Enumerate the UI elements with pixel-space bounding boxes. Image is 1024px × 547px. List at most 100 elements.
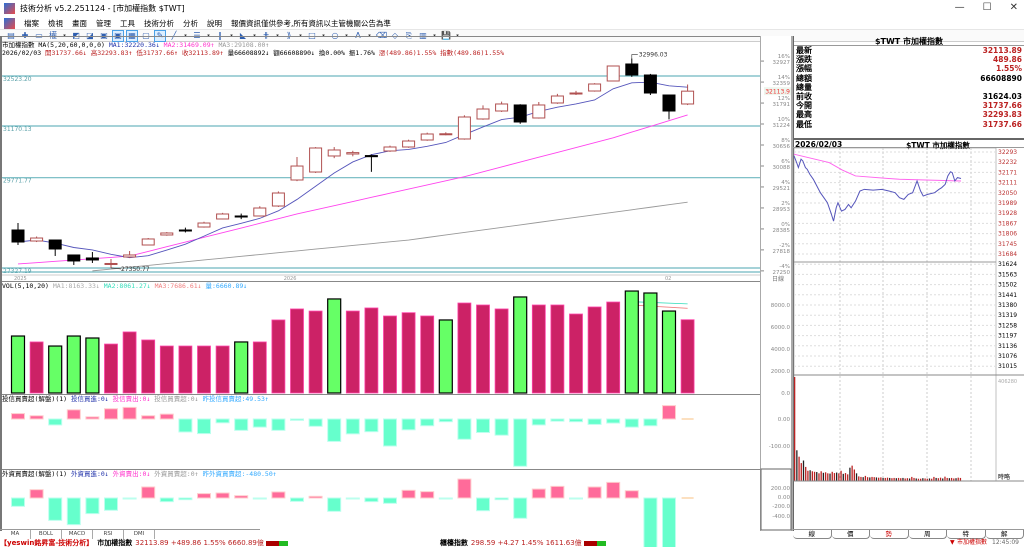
arrow-icon[interactable]: ▾ <box>322 32 325 39</box>
intraday-volume-bar <box>926 478 928 481</box>
save-icon[interactable]: 💾 <box>441 30 451 40</box>
arrow-icon[interactable]: ▾ <box>207 32 210 39</box>
vol-ma2-line <box>631 301 688 305</box>
chart1-icon[interactable]: ▣ <box>100 30 108 40</box>
indicator-tabs: MA BOLL MACD RSI DMI <box>0 529 260 539</box>
arrow-icon[interactable]: ▾ <box>299 32 302 39</box>
crosshair-icon[interactable]: ✚ <box>21 30 29 40</box>
volume-bar-down <box>438 319 453 394</box>
intraday-volume-bar <box>805 466 807 481</box>
tab-macd[interactable]: MACD <box>62 530 93 539</box>
price-axis[interactable] <box>760 36 793 531</box>
status-index2-name: 櫃檯指數 <box>439 539 468 547</box>
close-button[interactable]: ✕ <box>1009 2 1018 13</box>
fibonacci-icon[interactable]: ☰ <box>193 30 201 40</box>
view-tab[interactable]: 線 <box>793 530 832 539</box>
parallel-lines-icon[interactable]: ‖ <box>218 30 222 40</box>
status-index2-bar <box>583 540 606 546</box>
foreign-bar-sell <box>364 497 379 503</box>
copy-icon[interactable]: ⎘ <box>405 30 413 40</box>
menu-item-7[interactable]: 說明 <box>207 18 222 28</box>
candle-down <box>178 229 192 232</box>
window-icon[interactable]: ▢ <box>142 30 150 40</box>
fan-icon[interactable]: ◣ <box>239 30 247 40</box>
tab-dmi[interactable]: DMI <box>124 530 155 539</box>
menu-item-2[interactable]: 畫面 <box>72 18 87 28</box>
draw-cursor-icon[interactable]: ✎ <box>154 29 166 42</box>
text-icon[interactable]: A <box>355 30 361 40</box>
intraday-volume-bar <box>897 477 900 481</box>
intraday-volume-bar <box>942 478 944 481</box>
current-price-bg <box>764 87 791 96</box>
menu-item-8[interactable]: 報價資訊僅供參考,所有資訊以主管機關公告為準 <box>231 18 391 28</box>
axis-price-label: 31224 <box>773 123 791 129</box>
menu-item-0[interactable]: 檔案 <box>24 18 39 28</box>
arrow-icon[interactable]: ▾ <box>433 32 436 39</box>
minimize-button[interactable]: — <box>954 2 965 13</box>
intraday-volume-bar <box>955 478 957 481</box>
arrow-icon[interactable]: ▾ <box>63 32 66 39</box>
menu-item-5[interactable]: 技術分析 <box>144 18 174 28</box>
maximize-button[interactable]: ☐ <box>982 2 992 13</box>
intraday-volume-bar <box>811 471 813 481</box>
divider-volume <box>2 281 760 282</box>
intraday-volume-bar <box>893 477 895 481</box>
candle-up <box>197 222 211 228</box>
gann-icon[interactable]: ⋕ <box>262 30 270 40</box>
candle-up <box>383 146 397 152</box>
intraday-volume-bar <box>908 478 911 481</box>
menu-item-4[interactable]: 工具 <box>120 18 135 28</box>
arrow-icon[interactable]: ▾ <box>345 32 348 39</box>
chart2-icon[interactable]: ▣ <box>112 29 124 42</box>
color-bars-icon[interactable]: ◩ <box>72 30 80 40</box>
line-icon[interactable]: ╱ <box>171 30 177 40</box>
tab-boll[interactable]: BOLL <box>31 530 62 539</box>
intraday-volume-bar <box>824 472 827 481</box>
intraday-volume-bar <box>875 477 878 481</box>
tab-ma[interactable]: MA <box>0 530 31 539</box>
arrow-icon[interactable]: ▾ <box>184 32 187 39</box>
arrow-icon[interactable]: ▾ <box>456 32 459 39</box>
rights-icon[interactable]: 權 <box>49 30 57 40</box>
ellipse-icon[interactable]: ○ <box>331 30 339 40</box>
app-menu-icon[interactable] <box>4 17 15 29</box>
arrow-icon[interactable]: ▾ <box>253 32 256 39</box>
tray-icon[interactable]: ▼ <box>950 539 955 546</box>
view-tab[interactable]: 價 <box>831 530 870 539</box>
palette-icon[interactable]: ▥ <box>419 30 427 40</box>
overlay-icon[interactable]: ▭ <box>35 30 43 40</box>
view-tabs: 線價勢周特解 <box>793 529 1024 539</box>
menu-item-3[interactable]: 管理 <box>96 18 111 28</box>
view-tab[interactable]: 特 <box>947 530 986 539</box>
header-field: 投信買進:0↓ <box>70 395 113 403</box>
trust-bar-sell <box>364 418 379 433</box>
chart-type-icon[interactable]: ▤ <box>7 30 15 40</box>
arrow-icon[interactable]: ▾ <box>368 32 371 39</box>
candle-up <box>253 207 267 217</box>
pattern-icon[interactable]: ⟫ <box>286 30 292 40</box>
intraday-volume-bar <box>794 377 796 481</box>
intraday-volume-bar <box>851 465 853 481</box>
view-tab[interactable]: 勢 <box>870 530 909 539</box>
intraday-volume-bar <box>833 473 836 481</box>
delete-drawing-icon[interactable]: ⌫ <box>376 30 388 40</box>
volume-bar-up <box>401 312 416 394</box>
arrow-icon[interactable]: ▾ <box>230 32 233 39</box>
menu-item-6[interactable]: 分析 <box>183 18 198 28</box>
menu-item-1[interactable]: 檢視 <box>48 18 63 28</box>
volume-bar-up <box>457 302 472 394</box>
tab-rsi[interactable]: RSI <box>93 530 124 539</box>
rectangle-icon[interactable]: □ <box>308 30 316 40</box>
candle-down <box>364 155 378 158</box>
intraday-axis-label: 31136 <box>998 343 1017 350</box>
compare-icon[interactable]: ◪ <box>86 30 94 40</box>
intraday-volume-bar <box>847 474 849 481</box>
chart3-icon[interactable]: ▦ <box>126 29 138 42</box>
intraday-header: 2026/02/03 $TWT 市加權指數 <box>793 138 1024 150</box>
arrow-icon[interactable]: ▾ <box>276 32 279 39</box>
foreign-bar-sell <box>122 497 137 500</box>
view-tab[interactable]: 周 <box>908 530 947 539</box>
axis-price-label: 32927 <box>773 60 791 66</box>
eraser-icon[interactable]: ◇ <box>391 30 399 40</box>
